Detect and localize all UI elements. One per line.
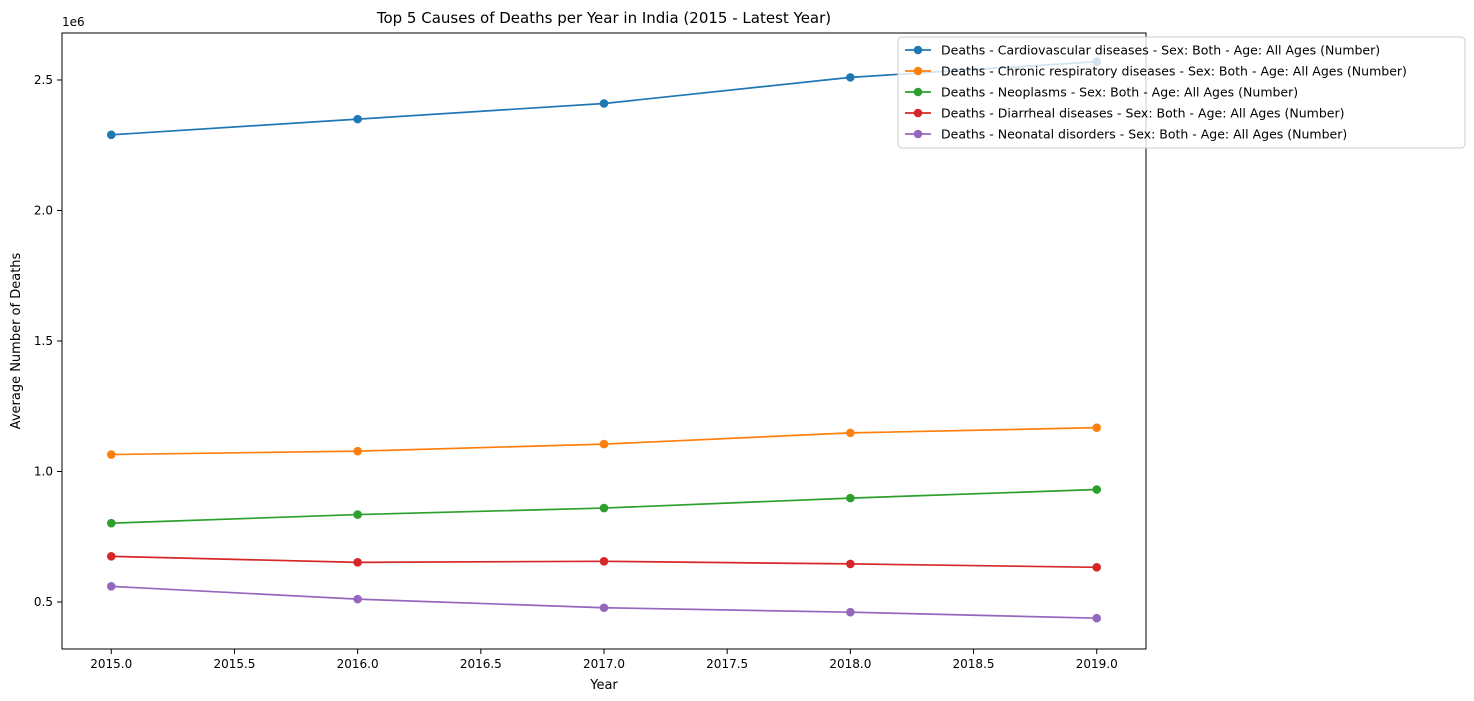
data-point	[1092, 423, 1102, 432]
legend-item: Deaths - Diarrheal diseases - Sex: Both …	[905, 106, 1344, 121]
data-point	[846, 559, 855, 569]
x-tick-label: 2017.5	[706, 657, 748, 671]
x-tick-label: 2016.0	[337, 657, 379, 671]
y-tick-label: 2.5	[34, 73, 53, 87]
y-axis: 0.5 1.0 1.5 2.0 2.5	[34, 73, 62, 609]
data-point	[106, 582, 116, 591]
data-point	[599, 503, 609, 513]
x-axis-label: Year	[589, 678, 618, 693]
legend-item: Deaths - Neoplasms - Sex: Both - Age: Al…	[905, 85, 1298, 100]
legend-label: Deaths - Chronic respiratory diseases - …	[941, 64, 1407, 79]
data-point	[106, 450, 116, 459]
legend-item: Deaths - Chronic respiratory diseases - …	[905, 64, 1407, 79]
legend-item: Deaths - Neonatal disorders - Sex: Both …	[905, 127, 1347, 142]
x-tick-label: 2018.5	[953, 657, 995, 671]
legend-swatch-marker	[913, 108, 923, 118]
data-point	[106, 130, 116, 140]
series-4	[106, 552, 1102, 572]
y-axis-offset-label: 1e6	[62, 15, 85, 29]
chart-title: Top 5 Causes of Deaths per Year in India…	[376, 9, 831, 27]
y-tick-label: 1.5	[34, 334, 53, 348]
data-point	[353, 510, 362, 519]
legend-label: Deaths - Diarrheal diseases - Sex: Both …	[941, 106, 1344, 121]
y-tick-label: 0.5	[34, 595, 53, 609]
data-point	[353, 594, 362, 604]
series-2	[106, 423, 1102, 459]
data-point	[353, 446, 362, 456]
legend-frame	[897, 36, 1466, 149]
data-point	[599, 603, 609, 613]
y-tick-label: 2.0	[34, 203, 53, 217]
data-point	[353, 558, 362, 567]
data-point	[1092, 563, 1102, 572]
legend-swatch-marker	[913, 129, 923, 139]
data-point	[1092, 613, 1102, 623]
y-tick-label: 1.0	[34, 465, 53, 479]
legend-items: Deaths - Cardiovascular diseases - Sex: …	[905, 43, 1407, 142]
legend-swatch-marker	[913, 66, 923, 76]
data-point	[106, 552, 116, 561]
data-point	[1092, 485, 1102, 494]
series-3	[106, 485, 1102, 528]
x-tick-label: 2018.0	[829, 657, 871, 671]
data-point	[846, 73, 855, 82]
data-point	[353, 114, 362, 124]
x-tick-label: 2017.0	[583, 657, 625, 671]
x-tick-label: 2015.0	[90, 657, 132, 671]
legend-label: Deaths - Cardiovascular diseases - Sex: …	[941, 43, 1380, 58]
series-5	[106, 582, 1102, 623]
data-point	[846, 607, 855, 617]
data-point	[106, 518, 116, 528]
data-point	[846, 428, 855, 438]
legend: Deaths - Cardiovascular diseases - Sex: …	[897, 36, 1466, 149]
data-point	[846, 493, 855, 503]
data-point	[599, 556, 609, 566]
legend-swatch-marker	[913, 87, 923, 97]
legend-label: Deaths - Neonatal disorders - Sex: Both …	[941, 127, 1347, 142]
x-axis: 2015.0 2015.5 2016.0 2016.5 2017.0 2017.5 2018…	[90, 649, 1118, 671]
x-tick-label: 2019.0	[1076, 657, 1118, 671]
data-point	[599, 439, 609, 449]
x-tick-label: 2015.5	[213, 657, 255, 671]
x-tick-label: 2016.5	[460, 657, 502, 671]
legend-label: Deaths - Neoplasms - Sex: Both - Age: Al…	[941, 85, 1298, 100]
data-point	[599, 99, 609, 108]
legend-swatch-marker	[913, 45, 923, 55]
legend-item: Deaths - Cardiovascular diseases - Sex: …	[905, 43, 1380, 58]
y-axis-label: Average Number of Deaths	[9, 252, 24, 429]
